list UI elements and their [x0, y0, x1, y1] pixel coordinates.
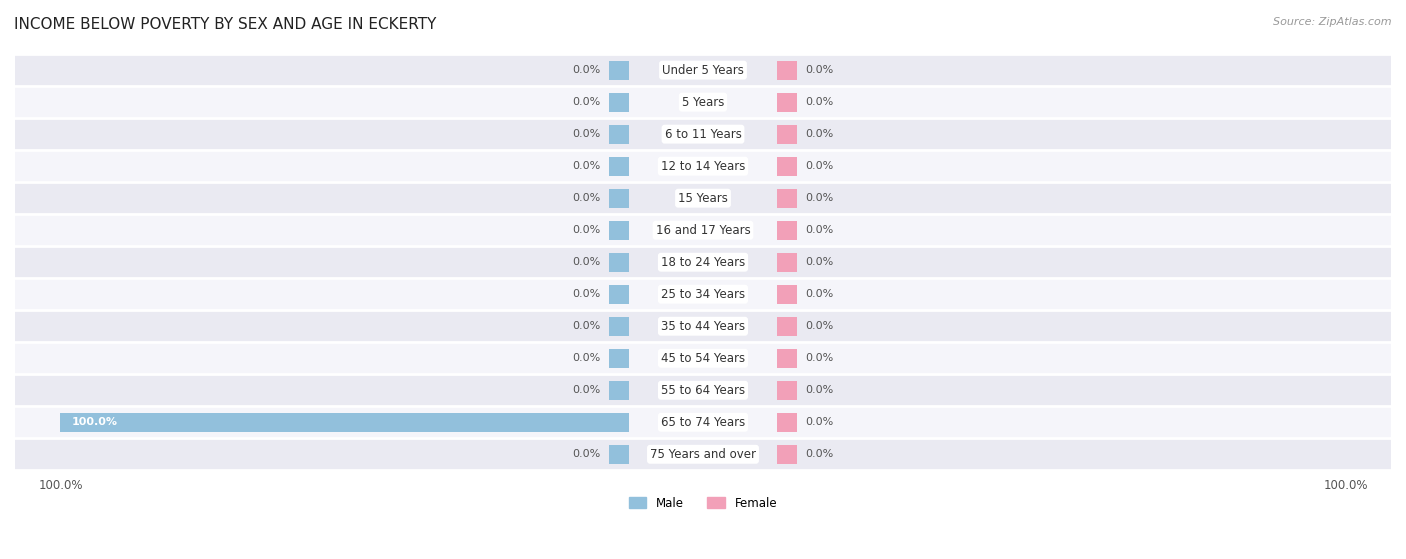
Text: 55 to 64 Years: 55 to 64 Years [661, 384, 745, 397]
Text: 45 to 54 Years: 45 to 54 Years [661, 352, 745, 365]
Bar [609, 60, 628, 80]
Bar [609, 316, 628, 336]
Bar [15, 150, 1391, 182]
Text: 0.0%: 0.0% [572, 353, 600, 363]
Bar [15, 342, 1391, 375]
Bar [15, 86, 1391, 118]
Bar [609, 93, 628, 112]
Bar [15, 182, 1391, 214]
Bar [778, 157, 797, 176]
Text: 0.0%: 0.0% [806, 225, 834, 235]
Bar [778, 125, 797, 144]
Text: 12 to 14 Years: 12 to 14 Years [661, 160, 745, 173]
Text: 0.0%: 0.0% [572, 449, 600, 459]
Text: 25 to 34 Years: 25 to 34 Years [661, 288, 745, 301]
Bar [778, 413, 797, 432]
Bar [778, 381, 797, 400]
Bar [609, 221, 628, 240]
Bar [15, 118, 1391, 150]
Text: 65 to 74 Years: 65 to 74 Years [661, 416, 745, 429]
Bar [15, 406, 1391, 438]
Text: 0.0%: 0.0% [572, 289, 600, 299]
Bar [778, 60, 797, 80]
Text: 0.0%: 0.0% [806, 193, 834, 203]
Text: 16 and 17 Years: 16 and 17 Years [655, 224, 751, 236]
Bar [778, 316, 797, 336]
Text: 75 Years and over: 75 Years and over [650, 448, 756, 461]
Bar [15, 54, 1391, 86]
Text: 0.0%: 0.0% [572, 257, 600, 267]
Text: 6 to 11 Years: 6 to 11 Years [665, 127, 741, 141]
Bar [609, 381, 628, 400]
Text: 0.0%: 0.0% [806, 385, 834, 395]
Text: 0.0%: 0.0% [806, 65, 834, 75]
Bar [609, 188, 628, 208]
Bar [609, 285, 628, 304]
Text: 0.0%: 0.0% [572, 385, 600, 395]
Bar [15, 278, 1391, 310]
Text: Under 5 Years: Under 5 Years [662, 64, 744, 77]
Text: 0.0%: 0.0% [572, 129, 600, 139]
Bar [609, 125, 628, 144]
Bar [60, 413, 628, 432]
Text: 0.0%: 0.0% [806, 289, 834, 299]
Bar [15, 310, 1391, 342]
Bar [778, 221, 797, 240]
Bar [15, 246, 1391, 278]
Text: 0.0%: 0.0% [806, 97, 834, 107]
Text: INCOME BELOW POVERTY BY SEX AND AGE IN ECKERTY: INCOME BELOW POVERTY BY SEX AND AGE IN E… [14, 17, 436, 32]
Legend: Male, Female: Male, Female [624, 492, 782, 514]
Bar [778, 188, 797, 208]
Text: 0.0%: 0.0% [572, 161, 600, 171]
Text: 5 Years: 5 Years [682, 96, 724, 108]
Bar [15, 375, 1391, 406]
Text: 15 Years: 15 Years [678, 192, 728, 205]
Text: 0.0%: 0.0% [572, 193, 600, 203]
Bar [15, 214, 1391, 246]
Text: 0.0%: 0.0% [806, 417, 834, 427]
Text: 0.0%: 0.0% [806, 321, 834, 331]
Text: 0.0%: 0.0% [806, 353, 834, 363]
Bar [15, 438, 1391, 470]
Bar [609, 253, 628, 272]
Text: 18 to 24 Years: 18 to 24 Years [661, 255, 745, 269]
Text: 100.0%: 100.0% [72, 417, 118, 427]
Text: 0.0%: 0.0% [806, 161, 834, 171]
Text: 0.0%: 0.0% [806, 257, 834, 267]
Bar [778, 445, 797, 464]
Bar [778, 349, 797, 368]
Bar [778, 253, 797, 272]
Text: 0.0%: 0.0% [572, 321, 600, 331]
Text: 35 to 44 Years: 35 to 44 Years [661, 320, 745, 333]
Text: Source: ZipAtlas.com: Source: ZipAtlas.com [1274, 17, 1392, 27]
Bar [609, 349, 628, 368]
Text: 0.0%: 0.0% [572, 225, 600, 235]
Bar [778, 285, 797, 304]
Text: 0.0%: 0.0% [572, 65, 600, 75]
Bar [778, 93, 797, 112]
Text: 0.0%: 0.0% [806, 449, 834, 459]
Text: 0.0%: 0.0% [806, 129, 834, 139]
Text: 0.0%: 0.0% [572, 97, 600, 107]
Bar [609, 445, 628, 464]
Bar [609, 157, 628, 176]
